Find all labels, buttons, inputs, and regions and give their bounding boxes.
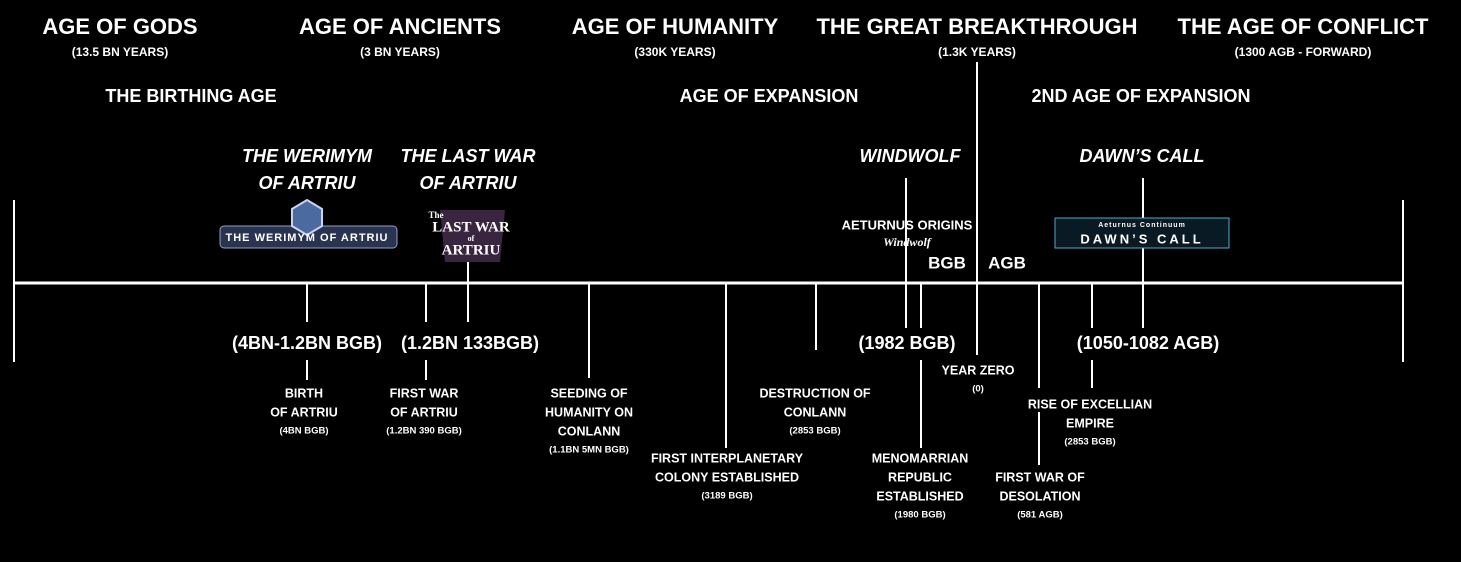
event-text: REPUBLIC	[888, 470, 952, 484]
game-title: THE LAST WAR	[401, 146, 536, 166]
event-text: CONLANN	[784, 405, 847, 419]
event-text: RISE OF EXCELLIAN	[1028, 397, 1152, 411]
event-date: (4BN BGB)	[279, 426, 328, 437]
logo-emblem	[440, 210, 505, 262]
event-date: (1980 BGB)	[894, 510, 945, 521]
event-text: FIRST INTERPLANETARY	[651, 451, 804, 465]
game-title: WINDWOLF	[860, 146, 962, 166]
logo-banner	[1054, 217, 1230, 249]
event-text: OF ARTRIU	[390, 405, 458, 419]
age-title: THE AGE OF CONFLICT	[1178, 14, 1430, 39]
event-date: (581 AGB)	[1017, 510, 1063, 521]
event-date: (1.1BN 5MN BGB)	[549, 445, 629, 456]
event-text: CONLANN	[558, 424, 621, 438]
game-title: THE WERIMYM	[242, 146, 373, 166]
age-span: (13.5 BN YEARS)	[72, 45, 168, 59]
logo-text: DAWN’S CALL	[1080, 231, 1203, 246]
event-date: (0)	[972, 384, 984, 395]
event-date: (1.2BN 390 BGB)	[386, 426, 462, 437]
event-text: FIRST WAR OF	[995, 470, 1085, 484]
event-text: HUMANITY ON	[545, 405, 633, 419]
date-range: (1982 BGB)	[858, 333, 955, 353]
event-text: BIRTH	[285, 386, 323, 400]
event-text: COLONY ESTABLISHED	[655, 470, 799, 484]
game-title: OF ARTRIU	[420, 173, 518, 193]
logo-text: of	[468, 234, 475, 243]
era-label: BGB	[928, 253, 966, 272]
age-title: AGE OF HUMANITY	[572, 14, 779, 39]
logo-text: Aeturnus Continuum	[1098, 222, 1186, 229]
age-span: (3 BN YEARS)	[360, 45, 440, 59]
logo-text: AETURNUS ORIGINS	[842, 217, 973, 232]
event-text: EMPIRE	[1066, 416, 1114, 430]
sub-age: 2ND AGE OF EXPANSION	[1031, 86, 1250, 106]
logo-text: Windwolf	[883, 235, 932, 249]
age-span: (1300 AGB - FORWARD)	[1235, 45, 1372, 59]
logo-text: THE WERIMYM OF ARTRIU	[226, 232, 389, 244]
logo-text: ARTRIU	[442, 242, 501, 258]
event-text: SEEDING OF	[550, 386, 627, 400]
game-title: OF ARTRIU	[259, 173, 357, 193]
event-date: (2853 BGB)	[1064, 437, 1115, 448]
date-range: (4BN-1.2BN BGB)	[232, 333, 382, 353]
date-range: (1.2BN 133BGB)	[401, 333, 539, 353]
event-text: DESTRUCTION OF	[759, 386, 870, 400]
age-title: AGE OF GODS	[42, 14, 197, 39]
event-text: OF ARTRIU	[270, 405, 338, 419]
date-range: (1050-1082 AGB)	[1077, 333, 1219, 353]
sub-age: THE BIRTHING AGE	[105, 86, 276, 106]
logo-text: The	[428, 210, 443, 220]
age-span: (330K YEARS)	[634, 45, 715, 59]
logo-emblem	[291, 198, 323, 237]
age-title: THE GREAT BREAKTHROUGH	[816, 14, 1137, 39]
event-text: DESOLATION	[999, 489, 1080, 503]
event-date: (3189 BGB)	[701, 491, 752, 502]
logo-text: LAST WAR	[432, 219, 510, 235]
age-title: AGE OF ANCIENTS	[299, 14, 501, 39]
age-span: (1.3K YEARS)	[938, 45, 1016, 59]
event-text: YEAR ZERO	[942, 363, 1015, 377]
event-date: (2853 BGB)	[789, 426, 840, 437]
era-label: AGB	[988, 253, 1026, 272]
event-text: ESTABLISHED	[876, 489, 963, 503]
game-title: DAWN’S CALL	[1080, 146, 1205, 166]
sub-age: AGE OF EXPANSION	[680, 86, 859, 106]
event-text: MENOMARRIAN	[872, 451, 969, 465]
event-text: FIRST WAR	[390, 386, 459, 400]
